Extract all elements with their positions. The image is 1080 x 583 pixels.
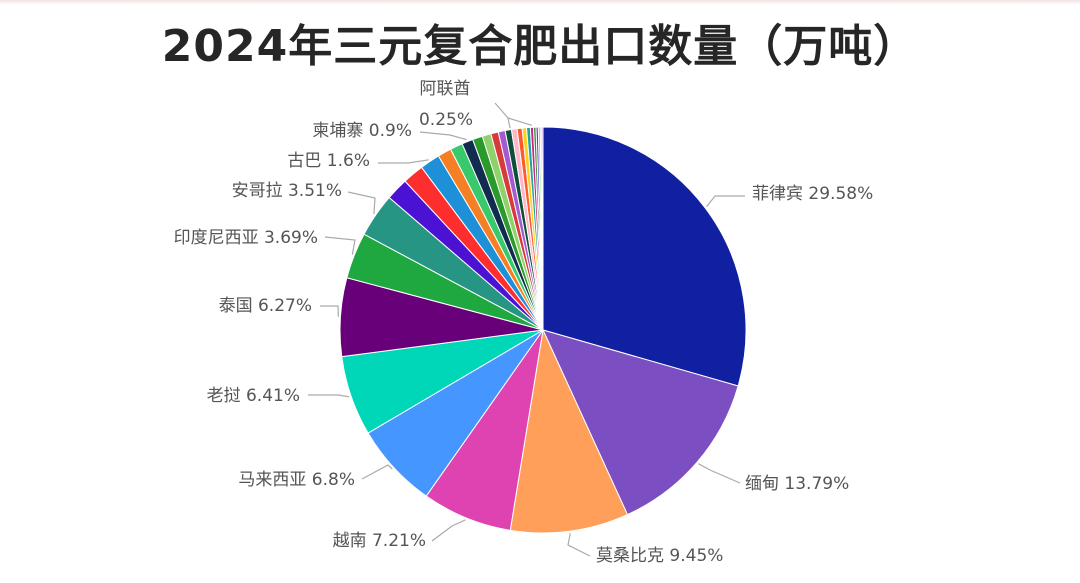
top-edge-tint [0, 0, 1080, 5]
slice-label-name: 阿联酋 [420, 79, 471, 99]
slice-label: 老挝 6.41% [207, 386, 300, 406]
leader-line [494, 102, 532, 126]
leader-line [698, 463, 741, 484]
slice-label: 泰国 6.27% [219, 296, 312, 316]
leader-line [378, 159, 429, 164]
slice-label: 安哥拉 3.51% [232, 181, 342, 201]
label-leader-lines [308, 102, 745, 557]
slice-label: 柬埔寨 0.9% [312, 121, 412, 141]
slice-label-value: 0.25% [419, 110, 473, 130]
chart-title: 2024年三元复合肥出口数量（万吨） [161, 21, 919, 72]
pie-slice [542, 329, 739, 516]
leader-line [347, 191, 376, 215]
leader-line [361, 464, 393, 480]
leader-line [419, 131, 467, 141]
pie-slice [541, 126, 544, 331]
slice-label: 古巴 1.6% [287, 151, 370, 171]
leader-line [706, 195, 745, 207]
leader-line [507, 117, 511, 129]
leader-line [320, 305, 339, 317]
leader-line [567, 533, 591, 557]
leader-line [308, 394, 350, 398]
pie-slice [542, 126, 747, 387]
slice-label: 莫桑比克 9.45% [596, 546, 723, 566]
slice-label: 越南 7.21% [333, 531, 426, 551]
slice-label: 马来西亚 6.8% [238, 470, 355, 490]
pie-slices [339, 126, 747, 534]
leader-line [431, 519, 466, 542]
slice-labels: 菲律宾 29.58% 缅甸 13.79% 莫桑比克 9.45% 越南 7.21% 马来西… [174, 79, 874, 566]
leader-line [324, 236, 356, 255]
slice-label: 印度尼西亚 3.69% [174, 228, 318, 248]
pie-slice [509, 328, 629, 534]
slice-label: 缅甸 13.79% [745, 474, 849, 494]
slice-label: 菲律宾 29.58% [752, 184, 873, 204]
